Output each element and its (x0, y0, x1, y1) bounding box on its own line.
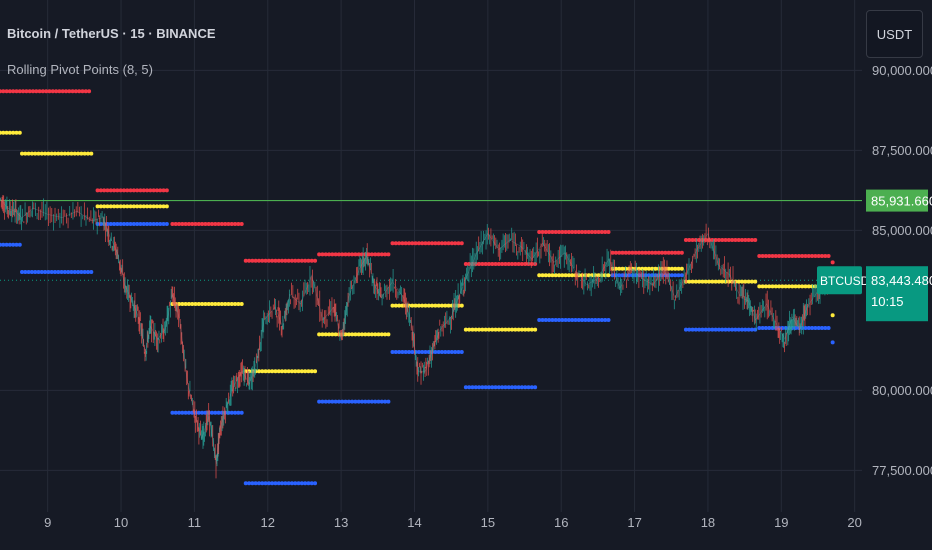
y-tick-label: 87,500.0000 (872, 143, 932, 158)
high-value-label: 85,931.6600 (866, 189, 932, 212)
candles (0, 195, 833, 479)
y-tick-label: 77,500.0000 (872, 463, 932, 478)
price-path (0, 198, 833, 465)
currency-button[interactable]: USDT (866, 10, 923, 58)
current-price-label: 83,443.4800 10:15 (866, 266, 932, 322)
x-tick-label: 10 (114, 515, 128, 530)
x-tick-label: 15 (481, 515, 495, 530)
y-tick-label: 85,000.0000 (872, 223, 932, 238)
countdown-text: 10:15 (871, 294, 904, 309)
current-price-text: 83,443.4800 (871, 273, 932, 288)
x-tick-label: 14 (407, 515, 421, 530)
x-tick-label: 13 (334, 515, 348, 530)
symbol-title[interactable]: Bitcoin / TetherUS · 15 · BINANCE (7, 26, 216, 41)
symbol-label-bg (817, 266, 862, 295)
y-tick-label: 90,000.0000 (872, 63, 932, 78)
symbol-price-label: BTCUSDT (817, 266, 877, 295)
x-tick-label: 18 (701, 515, 715, 530)
x-tick-label: 19 (774, 515, 788, 530)
high-value-bg (866, 189, 928, 212)
time-axis: 9 10 11 12 13 14 15 16 17 18 19 20 (44, 515, 862, 530)
x-tick-label: 11 (188, 515, 202, 530)
price-axis: 90,000.0000 87,500.0000 85,000.0000 80,000.… (872, 63, 932, 478)
indicator-legend[interactable]: Rolling Pivot Points (8, 5) (7, 62, 153, 77)
pivot-points (0, 89, 837, 486)
x-tick-label: 12 (261, 515, 275, 530)
y-tick-label: 80,000.0000 (872, 383, 932, 398)
x-tick-label: 17 (627, 515, 641, 530)
x-tick-label: 9 (44, 515, 51, 530)
x-tick-label: 16 (554, 515, 568, 530)
current-price-bg (866, 266, 928, 322)
symbol-label-text: BTCUSDT (820, 274, 877, 288)
x-tick-label: 20 (847, 515, 861, 530)
grid (0, 0, 862, 512)
high-value-text: 85,931.6600 (871, 194, 932, 209)
